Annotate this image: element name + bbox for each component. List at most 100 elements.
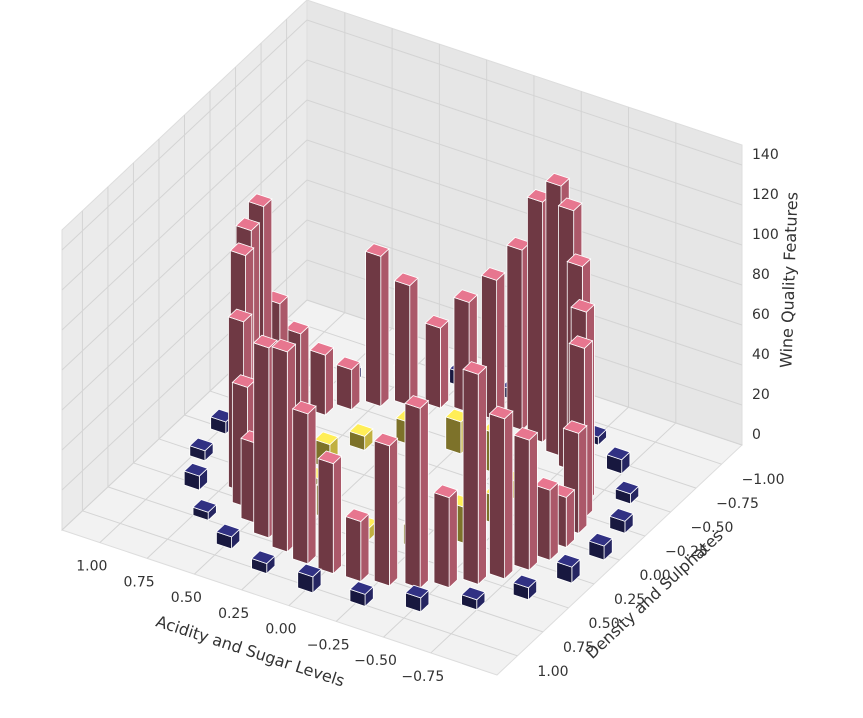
bar-front	[424, 322, 441, 409]
bar-side	[324, 346, 334, 417]
bar-top	[364, 243, 390, 257]
bar-top	[235, 217, 261, 232]
y-tick-label: 0.75	[563, 640, 594, 656]
bar-front	[513, 434, 530, 571]
bar-top	[506, 236, 531, 251]
bar-top	[183, 462, 209, 477]
bar	[296, 563, 322, 594]
bar-top	[215, 523, 241, 538]
x-tick-label: 0.75	[124, 574, 155, 590]
bar-side	[448, 489, 458, 589]
bar	[488, 405, 514, 580]
bar-top	[309, 342, 335, 356]
bar-front	[345, 515, 362, 583]
bar	[250, 550, 276, 575]
bar	[192, 499, 218, 522]
grid-line	[61, 19, 308, 251]
bar	[309, 342, 335, 417]
bar-top	[570, 299, 596, 313]
y-tick-label: −1.00	[742, 472, 785, 488]
x-tick-label: 0.50	[171, 590, 202, 606]
bar-top	[373, 432, 399, 447]
bar-top	[349, 581, 375, 595]
bar-front	[336, 364, 353, 411]
bar-top	[588, 532, 613, 547]
bar-top	[317, 450, 343, 465]
bar	[404, 395, 430, 590]
bar-top	[526, 188, 552, 203]
x-tick-label: 1.00	[76, 559, 107, 575]
bar	[512, 574, 538, 601]
bar-front	[292, 408, 309, 565]
bar-top	[192, 499, 218, 513]
bar	[317, 450, 343, 575]
y-tick-label: 1.00	[537, 664, 568, 680]
z-tick-label: 140	[752, 147, 779, 163]
bar-top	[433, 484, 459, 499]
y-tick-label: 0.25	[614, 592, 645, 608]
y-tick-label: 0.00	[640, 568, 671, 584]
bar-top	[291, 400, 317, 415]
bar-top	[404, 584, 430, 599]
bar-top	[231, 374, 257, 388]
y-tick-label: −0.25	[665, 544, 708, 560]
grid-line	[61, 139, 308, 371]
bar-top	[393, 272, 419, 287]
grid-line	[306, 139, 743, 286]
bar-top	[562, 420, 588, 434]
x-tick-label: −0.25	[307, 637, 350, 653]
bar	[183, 462, 209, 492]
bar	[614, 480, 640, 505]
bar-side	[389, 437, 399, 587]
bar	[348, 423, 374, 452]
bar	[373, 432, 399, 587]
bar-top	[348, 423, 374, 437]
bar-top	[512, 574, 538, 589]
bar-front	[253, 342, 270, 539]
bar-front	[404, 402, 421, 589]
bar-top	[229, 242, 255, 257]
bar	[424, 314, 450, 410]
bar-front	[506, 244, 523, 431]
grid-line	[306, 59, 743, 206]
bar-top	[609, 508, 634, 522]
bar-top	[424, 314, 450, 329]
bar-side	[380, 247, 390, 408]
z-tick-label: 100	[752, 227, 779, 243]
grid-line	[306, 99, 743, 246]
grid-line	[61, 59, 308, 291]
bar-top	[513, 426, 539, 441]
bar-top	[335, 356, 361, 371]
bar-front	[489, 413, 506, 580]
bar-top	[453, 289, 479, 303]
x-tick-label: −0.50	[354, 653, 397, 669]
bars	[183, 172, 640, 613]
bar-side	[440, 319, 450, 410]
bar	[433, 484, 459, 589]
bar	[349, 581, 375, 608]
bar-top	[271, 338, 297, 353]
bar-side	[528, 431, 538, 572]
bar-top	[460, 586, 486, 601]
bar-top	[614, 480, 640, 495]
bar-front	[433, 492, 450, 589]
bar-side	[496, 271, 506, 422]
bar	[460, 586, 486, 611]
x-tick-label: 0.25	[218, 606, 249, 622]
bar-side	[549, 481, 559, 562]
bar	[344, 508, 370, 583]
bar-front	[317, 458, 334, 575]
bar-front	[462, 368, 479, 585]
bar	[506, 236, 531, 432]
z-tick-label: 120	[752, 187, 779, 203]
bar-top	[488, 405, 514, 420]
bar-side	[578, 424, 588, 535]
bar-side	[307, 405, 317, 565]
bar-top	[344, 508, 370, 522]
bar-top	[555, 553, 581, 568]
bar-top	[252, 334, 278, 349]
y-tick-label: 0.50	[588, 616, 619, 632]
bar-top	[462, 361, 488, 375]
bar-side	[565, 488, 575, 549]
bar	[588, 532, 613, 561]
